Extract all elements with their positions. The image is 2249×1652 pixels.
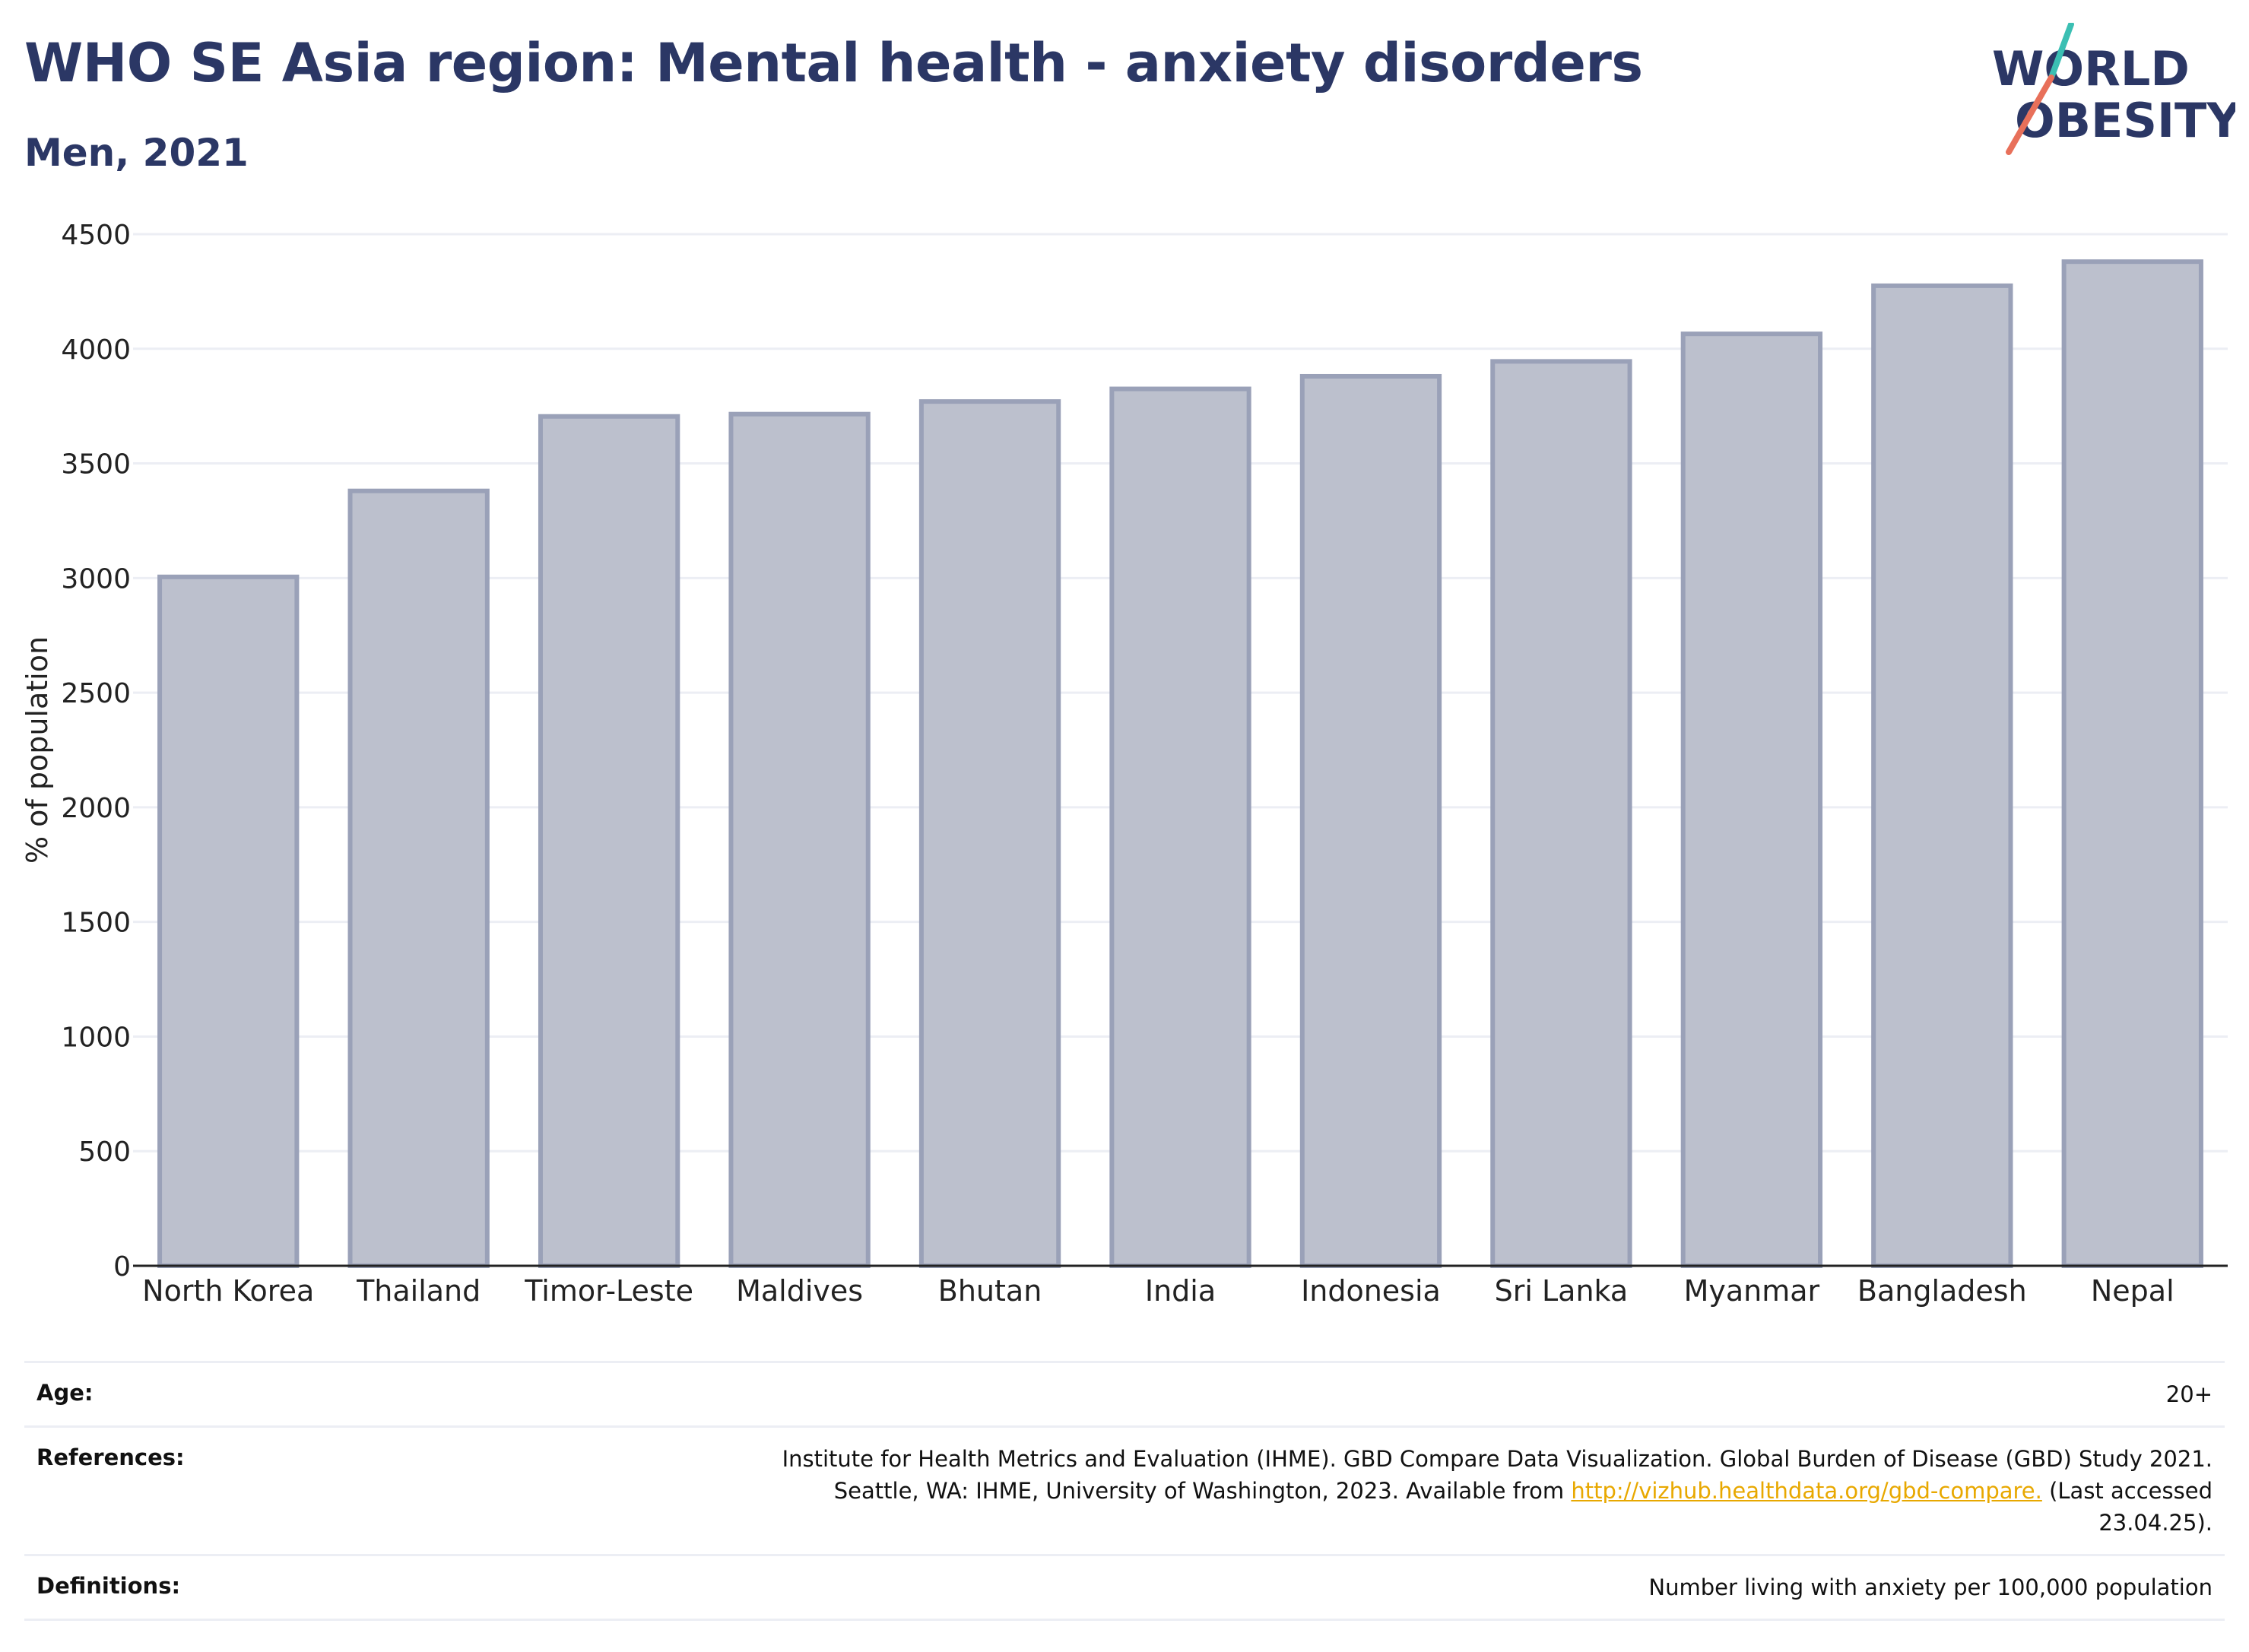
age-label: Age: (36, 1380, 94, 1406)
references-line3: 23.04.25). (2098, 1510, 2213, 1536)
bar-sri-lanka (1490, 359, 1632, 1269)
x-tick-label: Timor-Leste (524, 1274, 693, 1308)
y-axis-label: % of population (21, 636, 54, 864)
x-tick-label: North Korea (142, 1274, 314, 1308)
x-tick-label: Bhutan (938, 1274, 1042, 1308)
footer-definitions-row: Definitions: Number living with anxiety … (24, 1554, 2225, 1621)
y-tick-label: 0 (113, 1251, 131, 1283)
definitions-label: Definitions: (36, 1573, 181, 1599)
x-tick-label: Thailand (356, 1274, 481, 1308)
chart-title: WHO SE Asia region: Mental health - anxi… (24, 32, 1643, 94)
bar-thailand (347, 488, 490, 1268)
y-tick-label: 4500 (61, 220, 131, 251)
bar-timor-leste (538, 414, 680, 1268)
y-tick-label: 2500 (61, 678, 131, 709)
age-value: 20+ (2165, 1381, 2213, 1407)
x-tick-label: Myanmar (1684, 1274, 1820, 1308)
bar-bangladesh (1871, 283, 2013, 1269)
y-tick-labels: 0 500 1000 1500 2000 2500 3000 3500 4000 4500 (61, 220, 131, 1283)
bar-myanmar (1680, 331, 1823, 1269)
bar-chart: 0 500 1000 1500 2000 2500 3000 3500 4000 4500 Nor… (21, 220, 2228, 1308)
y-tick-label: 2000 (61, 793, 131, 824)
bar-maldives (728, 411, 871, 1269)
references-line2-post: (Last accessed (2049, 1478, 2213, 1504)
references-value: Institute for Health Metrics and Evaluat… (356, 1443, 2213, 1539)
footer-age-row: Age: 20+ (24, 1361, 2225, 1425)
bar-indonesia (1299, 373, 1442, 1268)
logo-line1: WORLD (1992, 41, 2190, 97)
footer-references-row: References: Institute for Health Metrics… (24, 1425, 2225, 1554)
definitions-value: Number living with anxiety per 100,000 p… (1648, 1574, 2213, 1600)
y-tick-label: 3500 (61, 449, 131, 480)
bar-bhutan (918, 399, 1061, 1269)
bar-north-korea (157, 574, 300, 1268)
x-tick-label: Sri Lanka (1495, 1274, 1629, 1308)
bars (157, 259, 2203, 1269)
logo-slash-bottom (2006, 75, 2054, 155)
y-tick-label: 4000 (61, 335, 131, 366)
y-tick-label: 1500 (61, 908, 131, 939)
y-tick-label: 500 (78, 1137, 131, 1168)
chart-footer: Age: 20+ References: Institute for Healt… (24, 1361, 2225, 1621)
bar-india (1109, 386, 1251, 1268)
y-tick-label: 1000 (61, 1022, 131, 1053)
logo-line2: OBESITY (2015, 93, 2235, 148)
logo-slash-top (2048, 23, 2074, 81)
x-tick-label: Nepal (2091, 1274, 2174, 1308)
x-tick-label: India (1145, 1274, 1216, 1308)
bar-nepal (2061, 259, 2203, 1269)
x-tick-label: Bangladesh (1857, 1274, 2027, 1308)
references-line2-pre: Seattle, WA: IHME, University of Washing… (833, 1478, 1565, 1504)
world-obesity-logo: WORLD OBESITY (1992, 23, 2235, 160)
x-tick-label: Maldives (736, 1274, 863, 1308)
references-link[interactable]: http://vizhub.healthdata.org/gbd-compare… (1571, 1478, 2042, 1504)
y-tick-label: 3000 (61, 563, 131, 595)
chart-subtitle: Men, 2021 (24, 131, 249, 175)
logo-graphic: WORLD OBESITY (1992, 23, 2235, 155)
x-tick-labels: North Korea Thailand Timor-Leste Maldives Bh… (142, 1274, 2174, 1308)
x-tick-label: Indonesia (1301, 1274, 1441, 1308)
references-line2: Seattle, WA: IHME, University of Washing… (356, 1475, 2213, 1507)
references-line1: Institute for Health Metrics and Evaluat… (782, 1446, 2213, 1472)
references-label: References: (36, 1444, 185, 1470)
